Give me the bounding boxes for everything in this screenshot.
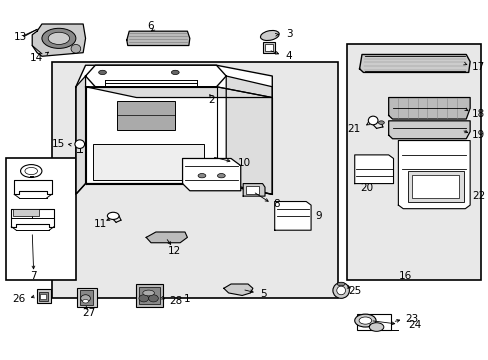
Bar (37, 289, 51, 303)
Bar (136, 284, 163, 307)
Polygon shape (388, 98, 469, 119)
Polygon shape (226, 76, 272, 194)
Text: 5: 5 (260, 289, 266, 299)
Ellipse shape (75, 140, 84, 148)
Text: 17: 17 (471, 62, 485, 72)
Ellipse shape (332, 283, 348, 298)
Text: 27: 27 (82, 308, 95, 318)
Text: 26: 26 (13, 294, 26, 305)
Text: 28: 28 (169, 296, 183, 306)
Polygon shape (146, 232, 187, 243)
Ellipse shape (71, 44, 81, 53)
Text: 10: 10 (237, 158, 250, 168)
Bar (264, 44, 272, 51)
Bar (356, 314, 390, 330)
Text: 4: 4 (285, 51, 292, 61)
Bar (13, 210, 40, 216)
Polygon shape (354, 155, 393, 184)
Bar (93, 144, 204, 180)
Polygon shape (224, 284, 252, 296)
Ellipse shape (171, 70, 179, 75)
Polygon shape (274, 202, 310, 230)
Bar (77, 288, 97, 307)
Text: 22: 22 (471, 191, 485, 201)
Text: 1: 1 (183, 294, 190, 304)
Polygon shape (398, 140, 469, 209)
Ellipse shape (99, 70, 106, 75)
Ellipse shape (82, 300, 88, 303)
Text: 9: 9 (314, 211, 321, 221)
Polygon shape (32, 24, 85, 56)
Ellipse shape (354, 314, 375, 327)
Bar (5, 158, 76, 280)
Ellipse shape (378, 121, 384, 125)
Text: 7: 7 (30, 271, 37, 281)
Ellipse shape (48, 32, 69, 44)
Polygon shape (85, 87, 272, 98)
Polygon shape (76, 76, 85, 194)
Ellipse shape (260, 31, 279, 41)
Text: 11: 11 (93, 219, 106, 229)
Bar (117, 101, 175, 130)
Bar (411, 175, 459, 198)
Bar (39, 292, 48, 301)
Text: 21: 21 (346, 124, 360, 134)
Ellipse shape (336, 286, 345, 295)
Polygon shape (359, 54, 469, 72)
Text: 2: 2 (208, 95, 215, 105)
Bar (139, 287, 160, 305)
Text: 23: 23 (405, 314, 418, 324)
Polygon shape (11, 209, 54, 226)
Ellipse shape (139, 295, 148, 302)
Text: 8: 8 (273, 199, 279, 210)
Bar (262, 42, 274, 53)
Polygon shape (182, 158, 240, 191)
Text: 13: 13 (14, 32, 27, 41)
Text: 18: 18 (471, 109, 485, 119)
Polygon shape (388, 121, 469, 139)
Bar (407, 171, 463, 202)
Ellipse shape (81, 295, 90, 302)
Ellipse shape (217, 174, 225, 178)
Ellipse shape (198, 174, 205, 178)
Bar (347, 44, 480, 280)
Polygon shape (76, 65, 272, 194)
Ellipse shape (337, 282, 345, 286)
Polygon shape (243, 184, 264, 196)
Ellipse shape (148, 295, 158, 302)
Polygon shape (126, 31, 189, 45)
Bar (41, 294, 46, 300)
Text: 14: 14 (30, 53, 43, 63)
Ellipse shape (368, 323, 383, 331)
Ellipse shape (42, 28, 76, 48)
Text: 3: 3 (285, 29, 292, 39)
Ellipse shape (358, 317, 371, 324)
Text: 19: 19 (471, 130, 485, 140)
Ellipse shape (367, 116, 377, 125)
Text: 24: 24 (407, 320, 421, 330)
Text: 6: 6 (147, 21, 154, 31)
Ellipse shape (107, 212, 119, 220)
Text: 12: 12 (167, 246, 181, 256)
Ellipse shape (25, 167, 38, 175)
Text: 20: 20 (360, 183, 373, 193)
Text: 25: 25 (347, 286, 361, 296)
Bar (80, 291, 93, 305)
Text: 16: 16 (398, 271, 411, 281)
Ellipse shape (20, 165, 42, 177)
Polygon shape (14, 180, 52, 194)
Ellipse shape (142, 290, 154, 296)
Polygon shape (85, 65, 226, 87)
Bar (52, 62, 337, 298)
Bar (245, 186, 259, 194)
Text: 15: 15 (51, 139, 64, 149)
